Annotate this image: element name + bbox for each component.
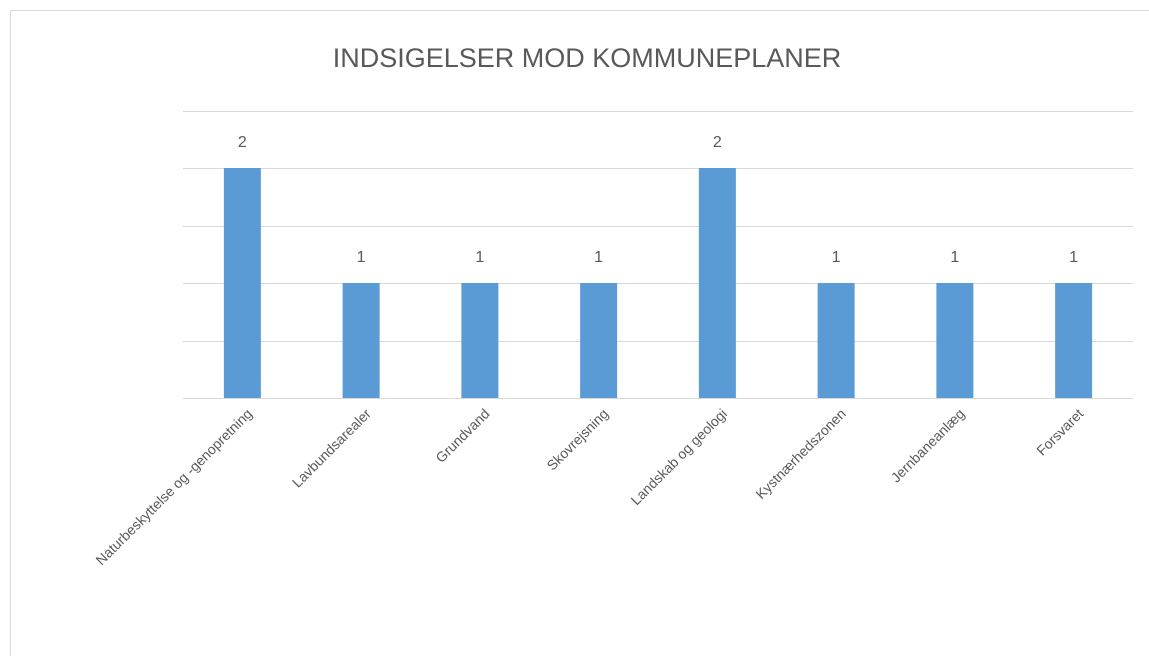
value-label: 1	[475, 249, 484, 266]
chart-frame	[10, 10, 1149, 656]
value-label: 2	[713, 134, 722, 151]
value-label: 2	[238, 134, 247, 151]
value-label: 1	[832, 249, 841, 266]
chart-title: INDSIGELSER MOD KOMMUNEPLANER	[333, 43, 842, 73]
bar	[936, 283, 974, 398]
value-label: 1	[1069, 249, 1078, 266]
bar	[342, 283, 380, 398]
value-label: 1	[357, 249, 366, 266]
value-label: 1	[950, 249, 959, 266]
bar	[461, 283, 499, 398]
bar	[698, 168, 736, 398]
bar	[223, 168, 261, 398]
bar	[580, 283, 618, 398]
bar	[817, 283, 855, 398]
value-label: 1	[594, 249, 603, 266]
bar	[1055, 283, 1093, 398]
